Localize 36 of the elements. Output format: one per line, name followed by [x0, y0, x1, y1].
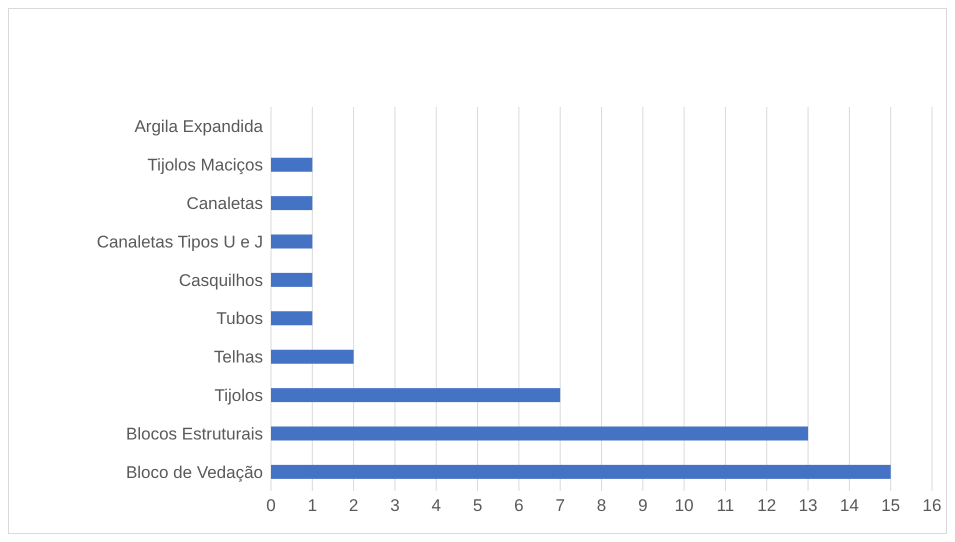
y-tick-label: Argila Expandida: [134, 117, 264, 136]
x-tick-label: 0: [266, 496, 276, 516]
bar: [271, 158, 312, 172]
x-tick-label: 4: [432, 496, 441, 516]
y-tick-label: Casquilhos: [178, 270, 263, 290]
x-tick-label: 15: [881, 496, 900, 516]
y-tick-label: Bloco de Vedação: [126, 462, 263, 482]
bar: [271, 272, 312, 287]
x-tick-label: 12: [757, 496, 776, 516]
bar: [271, 350, 354, 364]
bar: [271, 196, 312, 210]
x-tick-label: 7: [555, 496, 565, 516]
bar: [271, 311, 312, 326]
x-tick-label: 3: [390, 496, 400, 516]
x-tick-label: 16: [922, 496, 942, 516]
bar: [271, 388, 560, 402]
bar: [271, 464, 891, 479]
x-tick-label: 2: [348, 496, 358, 516]
x-tick-label: 11: [716, 496, 734, 516]
y-tick-label: Canaletas: [186, 194, 263, 214]
y-tick-label: Blocos Estruturais: [126, 424, 263, 444]
x-tick-label: 13: [798, 496, 818, 516]
x-tick-label: 1: [308, 496, 318, 516]
bar: [271, 234, 312, 248]
x-tick-label: 10: [674, 496, 694, 516]
y-tick-label: Tijolos: [214, 386, 263, 406]
y-tick-label: Tijolos Maciços: [147, 156, 263, 175]
y-tick-label: Tubos: [216, 309, 263, 328]
y-tick-label: Telhas: [214, 348, 263, 367]
y-tick-label: Canaletas Tipos U e J: [96, 232, 263, 252]
x-tick-label: 5: [472, 496, 482, 516]
x-tick-label: 6: [514, 496, 524, 516]
x-tick-label: 9: [638, 496, 648, 516]
bar: [271, 426, 808, 440]
x-tick-label: 14: [840, 496, 859, 516]
x-tick-label: 8: [596, 496, 606, 516]
